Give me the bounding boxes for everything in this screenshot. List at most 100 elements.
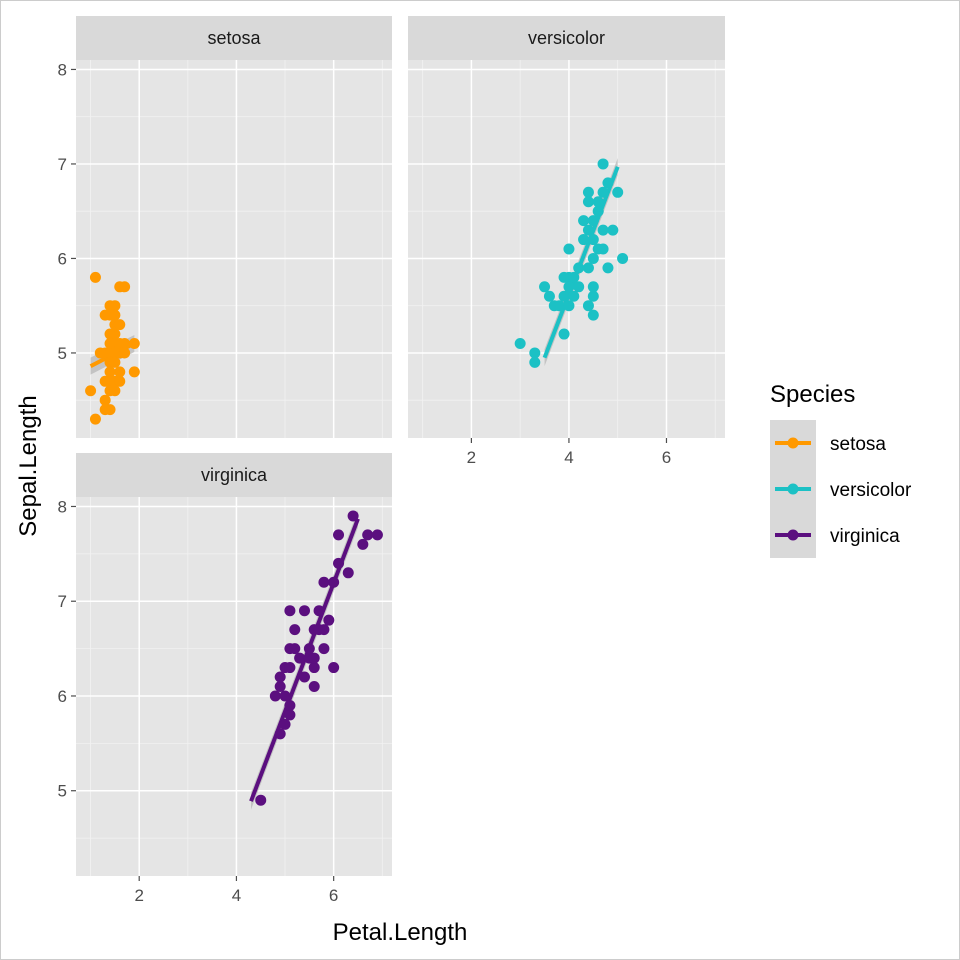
x-tick-label: 4 xyxy=(232,886,241,905)
y-tick-label: 6 xyxy=(58,249,67,268)
data-point xyxy=(582,224,594,236)
panel-background xyxy=(76,60,392,438)
y-tick-label: 8 xyxy=(58,497,67,516)
data-point xyxy=(592,196,604,208)
legend-key-point xyxy=(787,529,799,541)
facet-panel-virginica: virginica xyxy=(76,453,392,876)
data-point xyxy=(333,529,345,541)
x-tick-label: 2 xyxy=(467,448,476,467)
y-axis-title: Sepal.Length xyxy=(15,395,42,536)
legend-label: virginica xyxy=(830,526,900,547)
data-point xyxy=(114,319,126,331)
data-point xyxy=(607,224,619,236)
data-point xyxy=(597,158,609,170)
y-tick-label: 5 xyxy=(58,782,67,801)
data-point xyxy=(617,252,629,264)
data-point xyxy=(89,413,101,425)
data-point xyxy=(104,404,116,416)
data-point xyxy=(318,576,330,588)
data-point xyxy=(573,262,585,274)
data-point xyxy=(582,262,594,274)
panel-content xyxy=(514,158,629,368)
legend-label: setosa xyxy=(830,434,886,455)
legend: Species setosa versicolor virginica xyxy=(770,381,912,558)
data-point xyxy=(587,309,599,321)
legend-key-setosa: setosa xyxy=(770,420,886,466)
data-point xyxy=(587,252,599,264)
data-point xyxy=(284,699,296,711)
data-point xyxy=(587,290,599,302)
data-point xyxy=(85,385,97,397)
y-tick-label: 5 xyxy=(58,344,67,363)
data-point xyxy=(289,624,301,636)
data-point xyxy=(89,271,101,283)
data-point xyxy=(308,662,320,674)
data-point xyxy=(357,538,369,550)
data-point xyxy=(578,215,590,227)
data-point xyxy=(602,262,614,274)
data-point xyxy=(99,309,111,321)
panel-content xyxy=(249,510,383,810)
legend-key-versicolor: versicolor xyxy=(770,466,912,512)
data-point xyxy=(514,338,526,349)
data-point xyxy=(303,643,315,655)
regression-line xyxy=(542,166,620,359)
data-point xyxy=(563,243,575,255)
legend-key-virginica: virginica xyxy=(770,512,900,558)
data-point xyxy=(279,690,291,702)
data-point xyxy=(279,718,291,730)
data-point xyxy=(109,309,121,321)
data-point xyxy=(529,347,541,359)
facet-strip xyxy=(76,16,392,60)
legend-key-point xyxy=(787,483,799,495)
data-point xyxy=(284,662,296,674)
data-point xyxy=(582,186,594,198)
data-point xyxy=(274,728,286,740)
data-point xyxy=(362,529,374,541)
data-point xyxy=(104,328,116,340)
data-point xyxy=(119,338,131,349)
data-point xyxy=(298,605,310,617)
facet-panel-versicolor: versicolor xyxy=(408,16,725,438)
data-point xyxy=(558,290,570,302)
legend-title: Species xyxy=(770,381,855,408)
x-tick-label: 2 xyxy=(134,886,143,905)
data-point xyxy=(99,375,111,387)
data-point xyxy=(114,375,126,387)
data-point xyxy=(592,205,604,217)
facet-panel-setosa: setosa xyxy=(76,16,392,438)
facet-strip xyxy=(76,453,392,497)
data-point xyxy=(602,177,614,189)
data-point xyxy=(104,338,116,349)
data-point xyxy=(582,300,594,312)
data-point xyxy=(612,186,624,198)
data-point xyxy=(568,290,580,302)
data-point xyxy=(597,243,609,255)
data-point xyxy=(313,605,325,617)
data-point xyxy=(529,356,541,368)
data-point xyxy=(587,215,599,227)
data-point xyxy=(109,356,121,368)
data-point xyxy=(578,234,590,246)
panel-content xyxy=(85,271,140,425)
data-point xyxy=(558,328,570,340)
data-point xyxy=(294,652,306,664)
data-point xyxy=(318,643,330,655)
data-point xyxy=(573,281,585,293)
data-point xyxy=(371,529,383,541)
data-point xyxy=(543,290,555,302)
data-point xyxy=(308,681,320,692)
data-point xyxy=(128,338,140,349)
axes: 5 6 7 8 5 6 7 8 2 4 6 2 4 6 xyxy=(58,60,672,905)
data-point xyxy=(328,576,340,588)
data-point xyxy=(333,557,345,569)
data-point xyxy=(563,300,575,312)
facet-strip-label: virginica xyxy=(201,465,268,485)
y-tick-label: 8 xyxy=(58,60,67,79)
data-point xyxy=(308,652,320,664)
data-point xyxy=(119,281,131,293)
y-tick-label: 6 xyxy=(58,687,67,706)
data-point xyxy=(119,347,131,359)
data-point xyxy=(318,624,330,636)
